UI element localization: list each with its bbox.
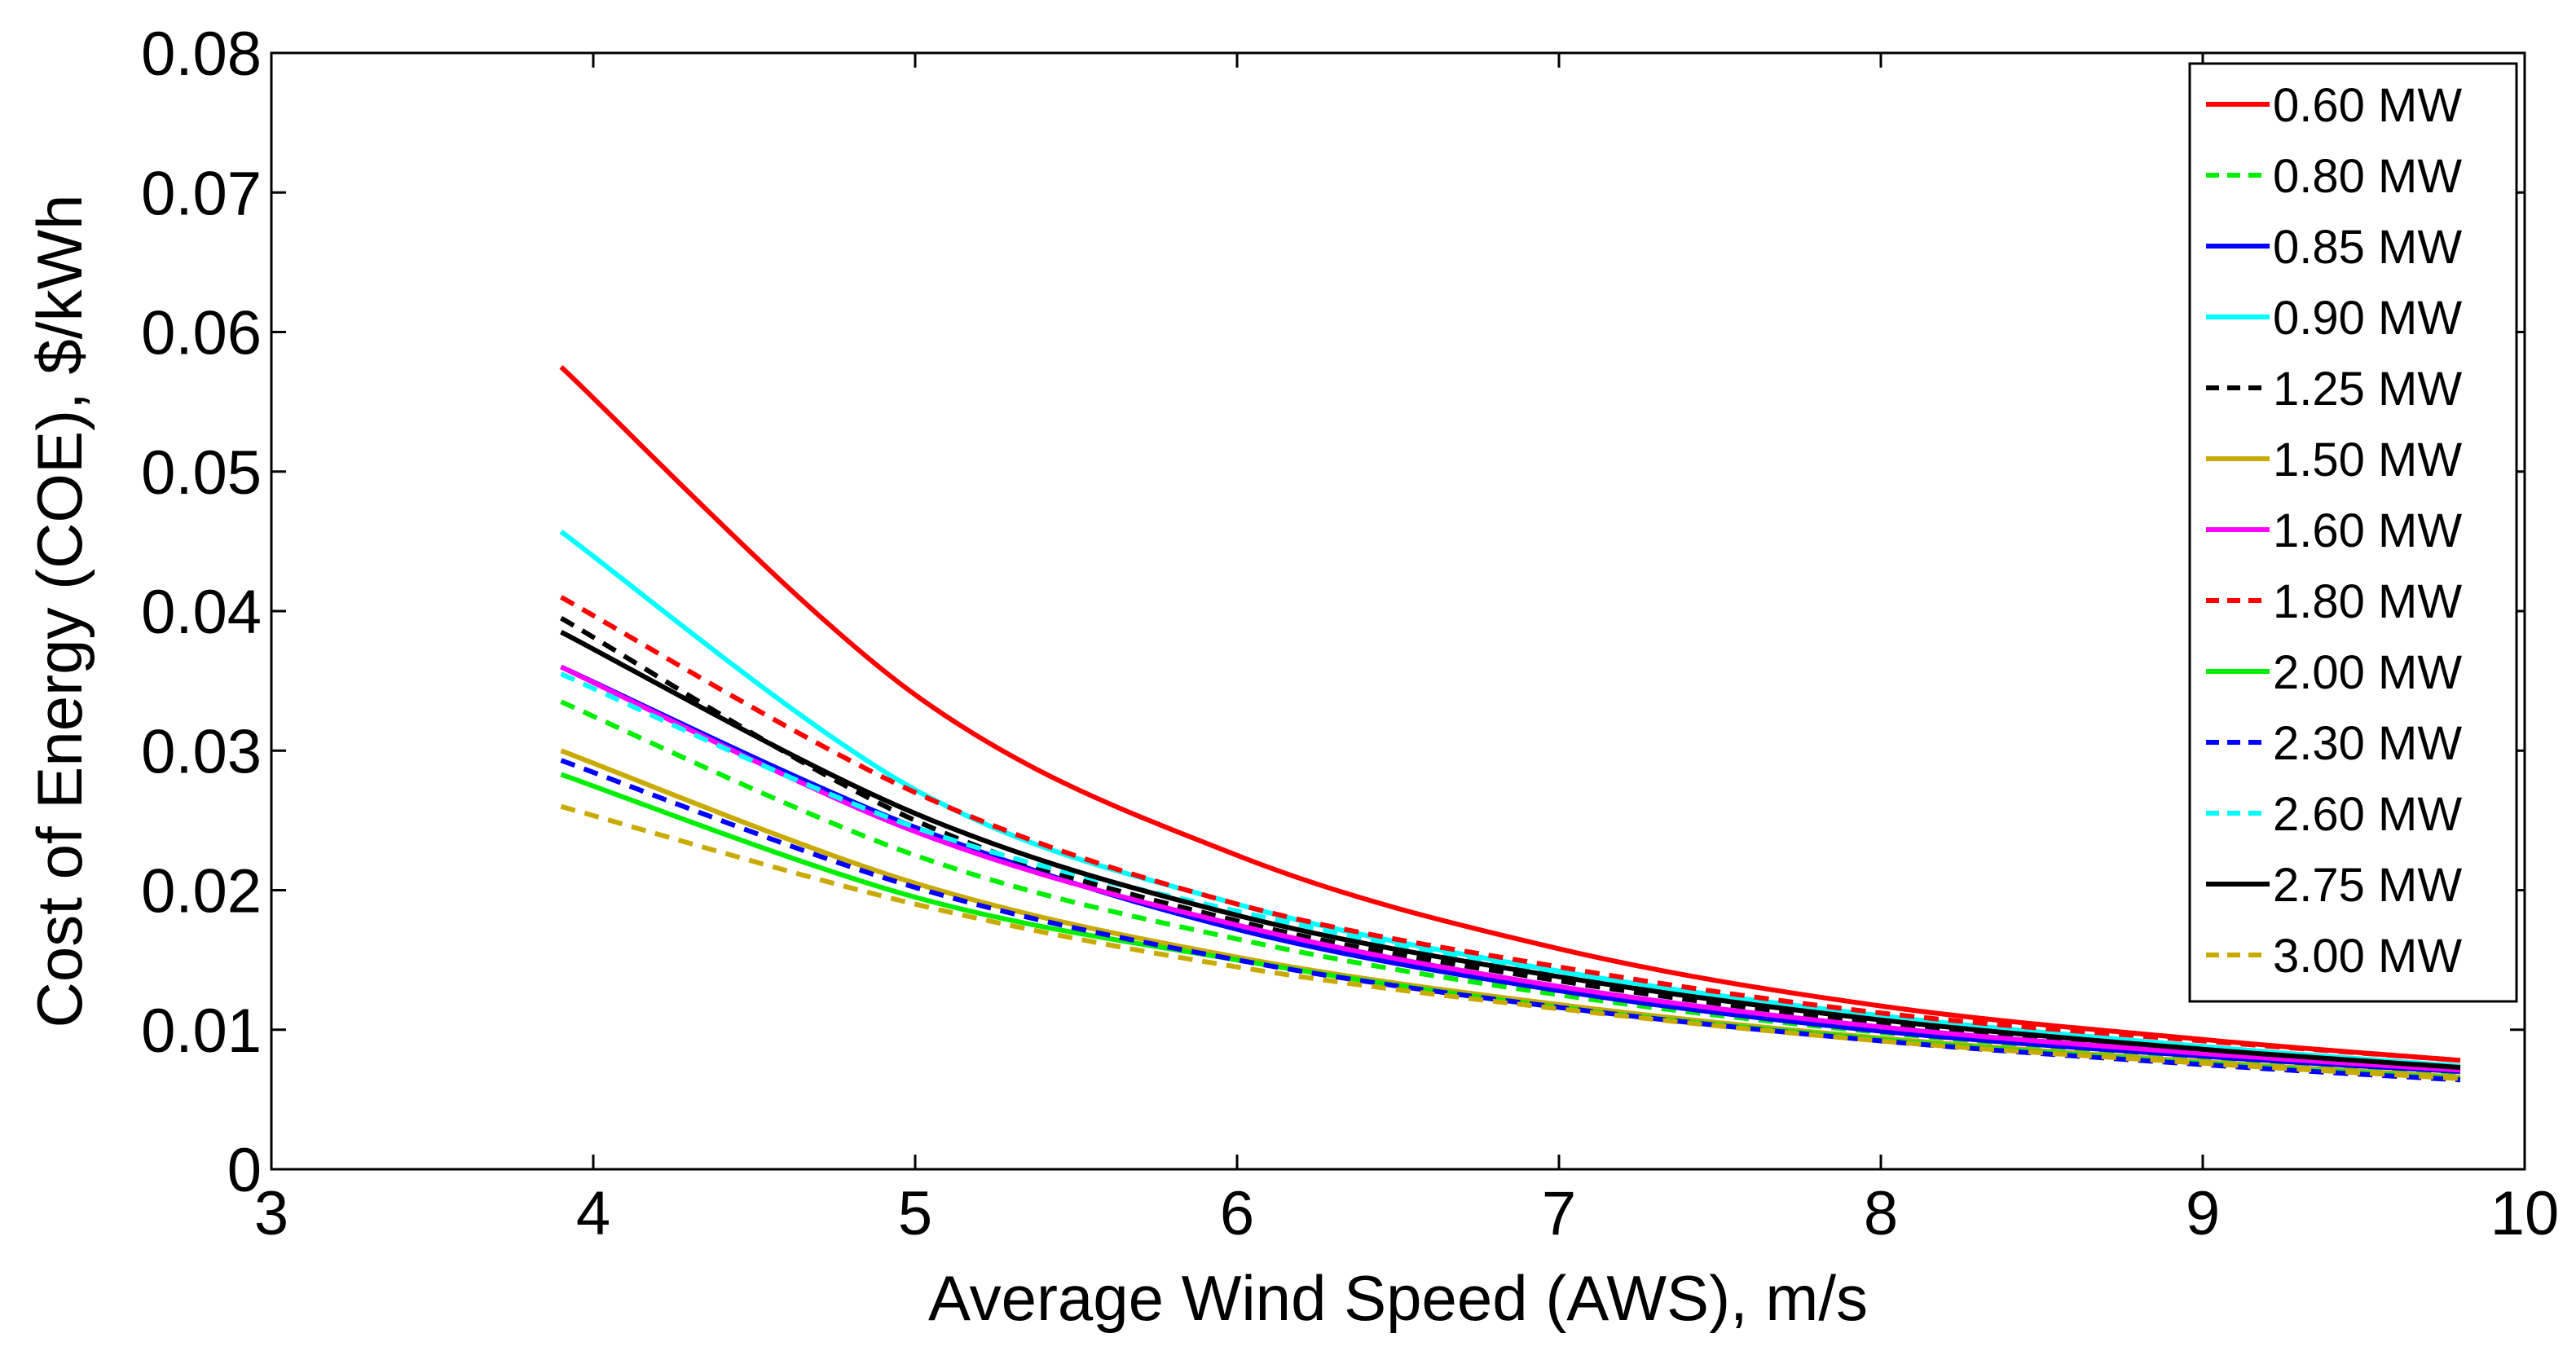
legend-label: 1.80 MW (2273, 575, 2462, 628)
legend-label: 2.00 MW (2273, 646, 2462, 699)
legend-label: 0.85 MW (2273, 221, 2462, 274)
legend-label: 0.80 MW (2273, 150, 2462, 203)
y-tick-label: 0.07 (141, 159, 262, 228)
x-tick-label: 9 (2186, 1179, 2220, 1248)
y-tick-label: 0.05 (141, 438, 262, 508)
y-axis-title: Cost of Energy (COE), $/kWh (24, 195, 95, 1028)
series-line-2-30-mw (560, 758, 2461, 1083)
x-tick-label: 7 (1542, 1179, 1576, 1248)
x-tick-label: 4 (576, 1179, 610, 1248)
x-tick-label: 10 (2490, 1179, 2560, 1248)
x-tick-label: 3 (254, 1179, 288, 1248)
series-line-1-60-mw (560, 664, 2461, 1073)
legend-label: 2.30 MW (2273, 717, 2462, 770)
legend: 0.60 MW 0.80 MW 0.85 MW 0.90 MW 1.25 MW 1.50 … (2188, 62, 2518, 1003)
x-tick-label: 6 (1220, 1179, 1254, 1248)
legend-label: 3.00 MW (2273, 930, 2462, 983)
legend-label: 2.60 MW (2273, 788, 2462, 841)
x-axis-title: Average Wind Speed (AWS), m/s (928, 1262, 1868, 1334)
y-tick-label: 0.02 (141, 857, 262, 926)
y-tick-label: 0.03 (141, 717, 262, 786)
series-line-3-00-mw (560, 803, 2461, 1081)
y-tick-label: 0.01 (141, 997, 262, 1066)
x-tick-label: 8 (1864, 1179, 1898, 1248)
legend-label: 2.75 MW (2273, 859, 2462, 912)
legend-label: 1.50 MW (2273, 433, 2462, 486)
legend-label: 1.60 MW (2273, 504, 2462, 557)
legend-label: 0.90 MW (2273, 292, 2462, 345)
y-tick-label: 0.06 (141, 299, 262, 368)
series-layer (559, 365, 2461, 1083)
ticks-layer: 3 4 5 6 7 8 9 10 0 0.01 0.02 0.03 0.04 0.05 0.06 0.07 0.… (141, 20, 2559, 1248)
y-tick-label: 0.08 (141, 20, 262, 89)
y-tick-label: 0.04 (141, 578, 262, 647)
series-line-1-80-mw (560, 595, 2461, 1063)
legend-box (2188, 62, 2518, 1003)
y-tick-label: 0 (227, 1136, 262, 1205)
series-line-2-75-mw (560, 630, 2461, 1070)
x-tick-label: 5 (898, 1179, 932, 1248)
legend-label: 0.60 MW (2273, 79, 2462, 132)
legend-label: 1.25 MW (2273, 363, 2462, 416)
